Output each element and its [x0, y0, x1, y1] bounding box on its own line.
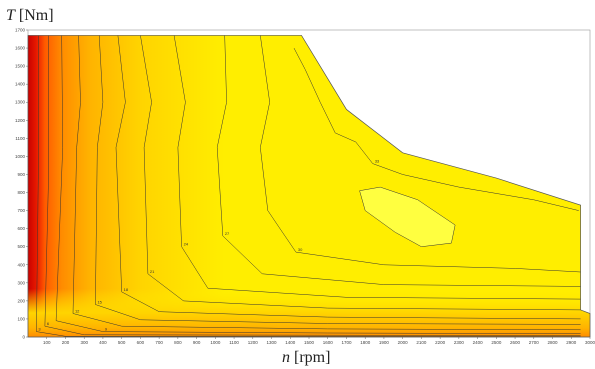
- contour-line-27: [216, 35, 581, 287]
- contour-line-21: [140, 35, 581, 311]
- contour-group: 33 30 27 24 21 18 15 12 9 6 3: [36, 35, 581, 337]
- contour-line-33: [293, 47, 579, 211]
- y-tick-label: 900: [17, 172, 25, 177]
- x-tick-label: 1700: [341, 340, 352, 345]
- y-tick-label: 1500: [15, 64, 26, 69]
- x-tick-label: 2000: [398, 340, 409, 345]
- x-tick-label: 1800: [360, 340, 371, 345]
- contour-line-12: [72, 35, 581, 331]
- y-tick-label: 300: [17, 280, 25, 285]
- x-tick-label: 1100: [229, 340, 239, 345]
- x-tick-label: 1400: [285, 340, 296, 345]
- y-tick-label: 0: [22, 335, 25, 340]
- x-tick-label: 2100: [416, 340, 427, 345]
- y-tick-label: 1100: [15, 136, 25, 141]
- x-axis-title: n [rpm]: [282, 349, 330, 366]
- contour-label-18: 18: [124, 287, 129, 292]
- x-tick-label: 1000: [210, 340, 221, 345]
- y-tick-label: 1200: [15, 118, 26, 123]
- x-tick-label: 300: [80, 340, 88, 345]
- x-tick-label: 2300: [454, 340, 465, 345]
- y-tick-label: 200: [17, 298, 25, 303]
- y-tick-label: 1300: [15, 100, 26, 105]
- boundary-outline: [27, 35, 591, 338]
- x-tick-label: 400: [99, 340, 107, 345]
- x-tick-label: 2800: [548, 340, 559, 345]
- y-tick-label: 700: [17, 208, 25, 213]
- contour-line-15: [95, 35, 581, 325]
- contour-line-3: [36, 35, 581, 337]
- y-tick-label: 1700: [15, 28, 26, 33]
- y-tick-label: 500: [17, 244, 25, 249]
- y-tick-label: 1600: [15, 46, 26, 51]
- y-tick-label: 600: [17, 226, 25, 231]
- x-tick-label: 2200: [435, 340, 446, 345]
- x-tick-label: 2500: [491, 340, 502, 345]
- x-tick-label: 2700: [529, 340, 540, 345]
- y-tick-label: 400: [17, 262, 25, 267]
- x-tick-label: 500: [118, 340, 126, 345]
- contour-line-24: [173, 35, 581, 300]
- x-tick-label: 900: [193, 340, 201, 345]
- contour-label-21: 21: [150, 269, 155, 274]
- x-tick-label: 1200: [248, 340, 259, 345]
- x-tick-label: 1500: [304, 340, 315, 345]
- contour-label-15: 15: [97, 299, 102, 304]
- y-tick-label: 800: [17, 190, 25, 195]
- x-tick-label: 1600: [323, 340, 334, 345]
- contour-label-33: 33: [375, 159, 380, 164]
- x-axis-unit: [rpm]: [294, 349, 330, 366]
- contour-label-6: 6: [47, 321, 50, 326]
- contour-lines: 33 30 27 24 21 18 15 12 9 6 3: [27, 35, 591, 338]
- efficiency-region-bottom: [28, 35, 590, 337]
- contour-label-3: 3: [38, 327, 41, 332]
- x-tick-label: 1900: [379, 340, 390, 345]
- x-axis-symbol: n: [282, 349, 290, 366]
- contour-line-30: [260, 35, 581, 273]
- x-tick-label: 2600: [510, 340, 521, 345]
- x-tick-label: 1300: [267, 340, 278, 345]
- y-axis-title: T [Nm]: [6, 7, 54, 24]
- axes: 100 200 300 400 500 600 700 800 900 1000 1100 1200 1…: [15, 28, 595, 346]
- optimum-region: [359, 186, 456, 247]
- plot-area: [27, 29, 591, 338]
- x-tick-label: 700: [155, 340, 163, 345]
- x-tick-label: 3000: [585, 340, 595, 345]
- contour-label-9: 9: [105, 327, 108, 332]
- x-tick-label: 600: [137, 340, 145, 345]
- contour-label-12: 12: [75, 309, 80, 314]
- y-axis-symbol: T: [6, 7, 16, 24]
- contour-label-27: 27: [225, 231, 230, 236]
- y-axis-unit: [Nm]: [19, 7, 54, 24]
- x-tick-label: 2900: [566, 340, 577, 345]
- x-tick-label: 2400: [473, 340, 484, 345]
- x-tick-label: 200: [62, 340, 70, 345]
- x-tick-label: 100: [43, 340, 51, 345]
- x-tick-label: 800: [174, 340, 182, 345]
- contour-line-9: [55, 35, 581, 334]
- contour-label-30: 30: [298, 247, 303, 252]
- contour-line-6: [44, 35, 581, 336]
- contour-line-18: [115, 35, 581, 320]
- contour-label-24: 24: [184, 242, 189, 247]
- y-tick-label: 1000: [15, 154, 26, 159]
- y-tick-label: 100: [17, 316, 25, 321]
- y-tick-label: 1400: [15, 82, 26, 87]
